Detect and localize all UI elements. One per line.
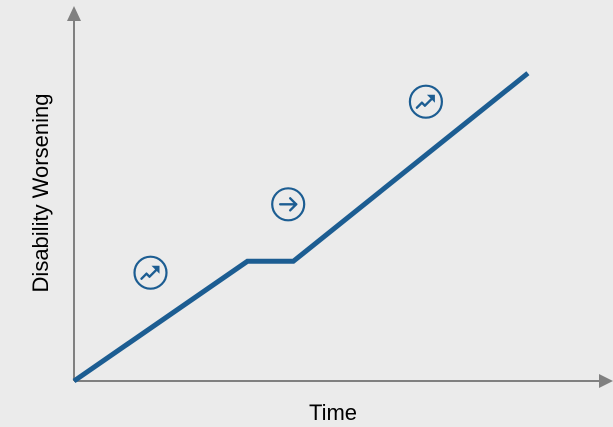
x-axis-label: Time [309,400,357,425]
y-axis-arrowhead [67,6,81,21]
y-axis-label: Disability Worsening [28,94,53,293]
series-line [72,71,530,384]
annotations-group [133,84,444,290]
trending-up-circle-icon [133,255,168,290]
trending-up-circle-icon [408,84,444,119]
x-axis-arrowhead [599,374,613,388]
arrow-right-circle-icon [271,187,306,222]
